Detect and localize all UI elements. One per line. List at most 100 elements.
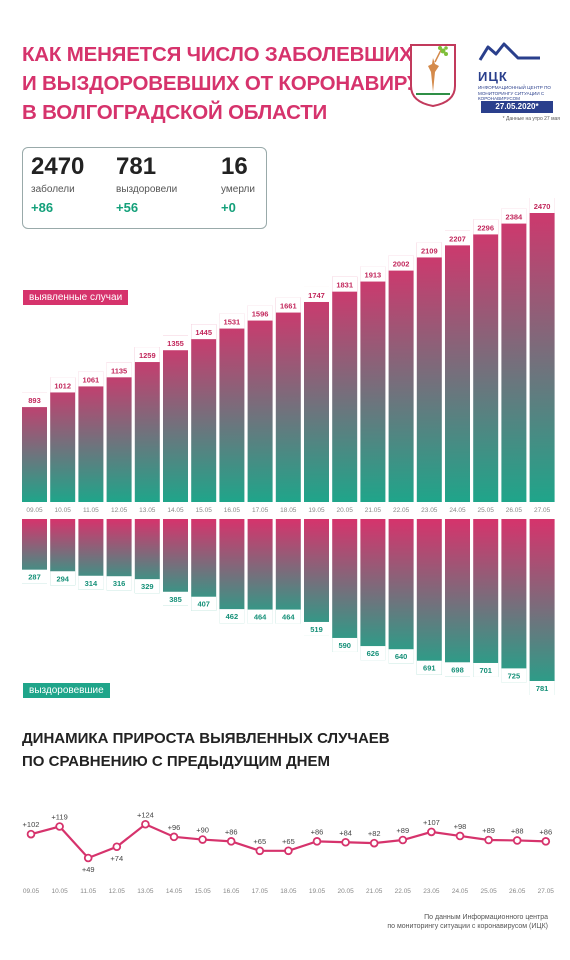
stat-delta: +56 [116,200,139,215]
line-tick-label: 26.05 [509,888,526,895]
case-label-bg [219,313,245,329]
growth-value-label: +90 [196,826,209,835]
recovered-bar [416,519,442,675]
recovered-value-label: 294 [56,574,69,583]
growth-value-label: +86 [311,827,324,836]
case-label-bg [163,335,188,351]
growth-point [369,838,379,848]
growth-value-label: +65 [253,837,266,846]
growth-value-label: +98 [454,822,467,831]
bar-tick-label: 16.05 [224,507,241,514]
growth-value-label: +124 [137,810,154,819]
growth-point [169,832,179,842]
case-value-label: 2470 [534,202,551,211]
growth-point [312,837,322,846]
growth-point [484,835,493,845]
recovered-bar [191,519,217,611]
growth-value-label: +89 [482,826,495,835]
icc-logo: ИЦК ИНФОРМАЦИОННЫЙ ЦЕНТР ПО МОНИТОРИНГУ … [478,42,554,102]
bar-tick-label: 26.05 [506,507,523,514]
case-value-label: 2207 [449,234,466,243]
recovered-bar [275,519,301,624]
growth-point [455,831,465,841]
growth-point [26,829,36,839]
bar-tick-label: 10.05 [55,507,72,514]
bar-tick-label: 18.05 [280,507,297,514]
bar-tick-label: 09.05 [26,507,43,514]
recovered-label-bg [332,637,358,652]
recovered-value-label: 701 [479,666,492,675]
case-label-bg [501,208,527,224]
case-bar [529,198,555,502]
case-value-label: 1355 [167,339,184,348]
bar-tick-label: 17.05 [252,507,269,514]
stat-cases: 2470 заболели +86 [31,153,85,216]
recovered-label-bg [22,569,47,584]
title-line-3: В ВОЛГОГРАДСКОЙ ОБЛАСТИ [22,101,328,124]
case-label-bg [275,297,301,313]
recovered-value-label: 640 [395,652,408,661]
bar-tick-label: 14.05 [167,507,184,514]
bar-tick-label: 24.05 [449,507,466,514]
logo-subtitle: ИНФОРМАЦИОННЫЙ ЦЕНТР ПО МОНИТОРИНГУ СИТУ… [478,85,551,101]
case-label-bg [247,305,273,321]
case-bar [445,230,470,502]
growth-value-label: +65 [282,837,295,846]
growth-point [284,846,293,856]
case-bar [247,305,273,502]
case-value-label: 1661 [280,302,297,311]
line-tick-label: 11.05 [80,888,96,895]
case-label-bg [78,371,104,387]
growth-value-label: +96 [168,823,181,832]
recovered-value-label: 385 [169,595,182,604]
bar-tick-label: 19.05 [308,507,325,514]
bar-tick-label: 23.05 [421,507,438,514]
recovered-label-bg [360,646,386,661]
recovered-label-bg [247,609,273,624]
stats-box: 2470 заболели +86 781 выздоровели +56 16… [22,147,267,229]
recovered-label-bg [304,621,329,636]
growth-value-label: +82 [368,829,381,838]
mountain-logo-icon [478,42,540,61]
case-bar [191,324,217,502]
growth-value-label: +119 [51,813,67,822]
growth-value-label: +74 [110,854,123,863]
growth-value-label: +107 [423,818,440,827]
case-value-label: 1445 [195,328,212,337]
growth-point [83,853,93,863]
recovered-label-bg [445,662,470,677]
line-tick-label: 23.05 [423,888,440,895]
case-value-label: 1012 [54,381,71,390]
recovered-label-bg [163,591,188,606]
growth-point [398,835,408,845]
stat-value: 2470 [31,153,85,180]
bar-chart: 893 09.05 287 1012 10.05 294 1061 11.05 314 1135 1… [22,198,555,695]
case-bar [134,347,160,502]
case-bar [219,313,245,502]
bar-tick-label: 11.05 [83,507,99,514]
case-label-bg [332,276,358,292]
recovered-value-label: 519 [310,625,323,634]
recovered-value-label: 464 [254,613,267,622]
line-tick-label: 09.05 [23,888,40,895]
recovered-label-bg [106,576,132,591]
case-value-label: 1913 [365,271,382,280]
line-tick-label: 17.05 [252,888,269,895]
recovered-label-bg [191,596,217,611]
line-tick-label: 22.05 [395,888,412,895]
case-value-label: 893 [28,396,41,405]
stat-label: умерли [221,184,255,195]
growth-value-label: +89 [396,826,409,835]
recovered-label-bg [416,660,442,675]
source-line-2: по мониторингу ситуации с коронавирусом … [387,923,548,930]
stat-value: 781 [116,153,157,180]
recovered-bar [219,519,245,624]
recovered-bar [473,519,499,677]
case-value-label: 1259 [139,351,156,360]
recovered-value-label: 725 [508,671,521,680]
recovered-label-bg [219,609,245,624]
recovered-label-bg [501,668,527,683]
title-line-1: КАК МЕНЯЕТСЯ ЧИСЛО ЗАБОЛЕВШИХ [22,43,413,66]
case-bar [501,208,527,503]
growth-point [112,842,122,852]
